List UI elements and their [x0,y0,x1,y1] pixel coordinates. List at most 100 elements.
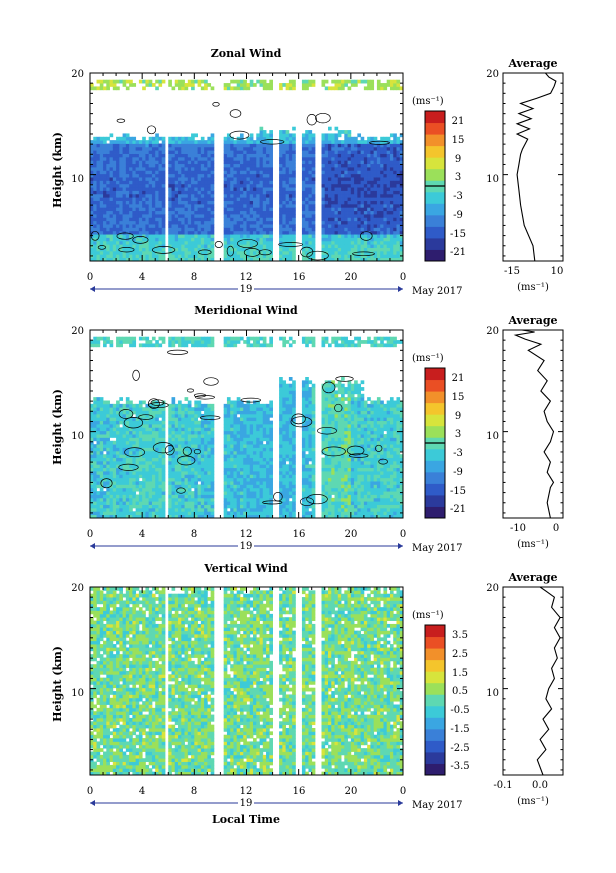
meridional-cell [187,340,192,344]
zonal-cell [103,234,107,238]
zonal-cell [109,210,114,215]
zonal-cell [93,167,97,171]
meridional-cell [90,340,94,344]
zonal-cell [158,250,163,255]
meridional-cell [158,430,163,435]
meridional-cell [155,487,159,492]
zonal-cell [239,183,244,188]
zonal-cell [376,187,381,191]
zonal-cell [236,220,241,225]
zonal-cell [239,240,244,245]
meridional-cell [106,477,110,482]
zonal-cell [155,200,159,205]
zonal-cell [360,214,365,218]
zonal-colorbar-band [425,249,445,262]
meridional-cell [93,477,97,482]
zonal-cell [357,203,362,208]
zonal-cell [226,190,231,195]
zonal-cell [181,203,185,208]
zonal-cell [363,240,368,245]
meridional-cell [132,424,137,428]
meridional-cell [135,420,140,425]
zonal-cell [106,220,110,225]
zonal-cell [370,203,375,208]
zonal-cell [269,234,273,238]
zonal-cb-tick: -21 [450,247,466,258]
zonal-cell [301,200,306,205]
zonal-cell [109,217,114,222]
zonal-cell [386,217,391,222]
meridional-cell [125,340,130,344]
zonal-cell [288,83,293,87]
zonal-cell [226,230,231,235]
zonal-cell [243,153,247,158]
zonal-cell [174,167,179,171]
zonal-cell [226,203,231,208]
zonal-cell [347,247,352,252]
meridional-cell [96,474,101,479]
zonal-cell [399,237,404,242]
zonal-cell [243,150,247,154]
zonal-cell [194,197,198,201]
zonal-cell [321,180,326,185]
meridional-cell [184,437,189,442]
zonal-cell [93,183,97,188]
meridional-cell [148,471,153,475]
zonal-cell [256,190,260,195]
zonal-cell [328,173,332,178]
meridional-cell [142,427,146,432]
zonal-cell [360,150,365,154]
meridional-cell [210,410,215,415]
meridional-cell [181,403,185,408]
zonal-cell [337,160,342,165]
zonal-cell [246,83,251,87]
zonal-cell [132,83,137,87]
zonal-cell [155,190,159,195]
zonal-cell [393,227,397,232]
zonal-cell [288,237,293,242]
zonal-cell [246,240,251,245]
zonal-cell [233,177,238,181]
zonal-cell [99,177,104,181]
meridional-cell [90,440,94,445]
meridional-cell [103,413,107,418]
meridional-cell [116,427,120,432]
zonal-cell [262,227,267,232]
zonal-cell [90,180,94,185]
meridional-cell [178,507,182,512]
meridional-cell [96,504,101,509]
meridional-cell [184,474,189,479]
zonal-cell [396,203,401,208]
meridional-cell [112,464,117,469]
zonal-cell [344,133,348,138]
zonal-cell [246,156,251,161]
zonal-cell [243,227,247,232]
zonal-cell [370,250,375,255]
zonal-cell [106,160,110,165]
zonal-cell [350,163,355,168]
zonal-cell [305,257,309,262]
zonal-cell [109,173,114,178]
zonal-cell [334,153,339,158]
zonal-cell [207,140,212,144]
zonal-cell [246,180,251,185]
zonal-cell [399,160,404,165]
zonal-cell [200,140,205,144]
zonal-cell [266,146,270,151]
meridional-cell [184,444,189,448]
meridional-cell [187,447,192,452]
zonal-cell [357,200,362,205]
zonal-cell [223,177,228,181]
zonal-cell [158,237,163,242]
meridional-cell [148,464,153,469]
zonal-cell [132,153,137,158]
zonal-cell [399,143,404,148]
zonal-cell [386,230,391,235]
zonal-cell [207,250,212,255]
meridional-cell [99,434,104,438]
meridional-cell [181,340,185,344]
zonal-cell [367,203,371,208]
zonal-cell [200,244,205,248]
zonal-cell [96,237,101,242]
zonal-cell [135,214,140,218]
